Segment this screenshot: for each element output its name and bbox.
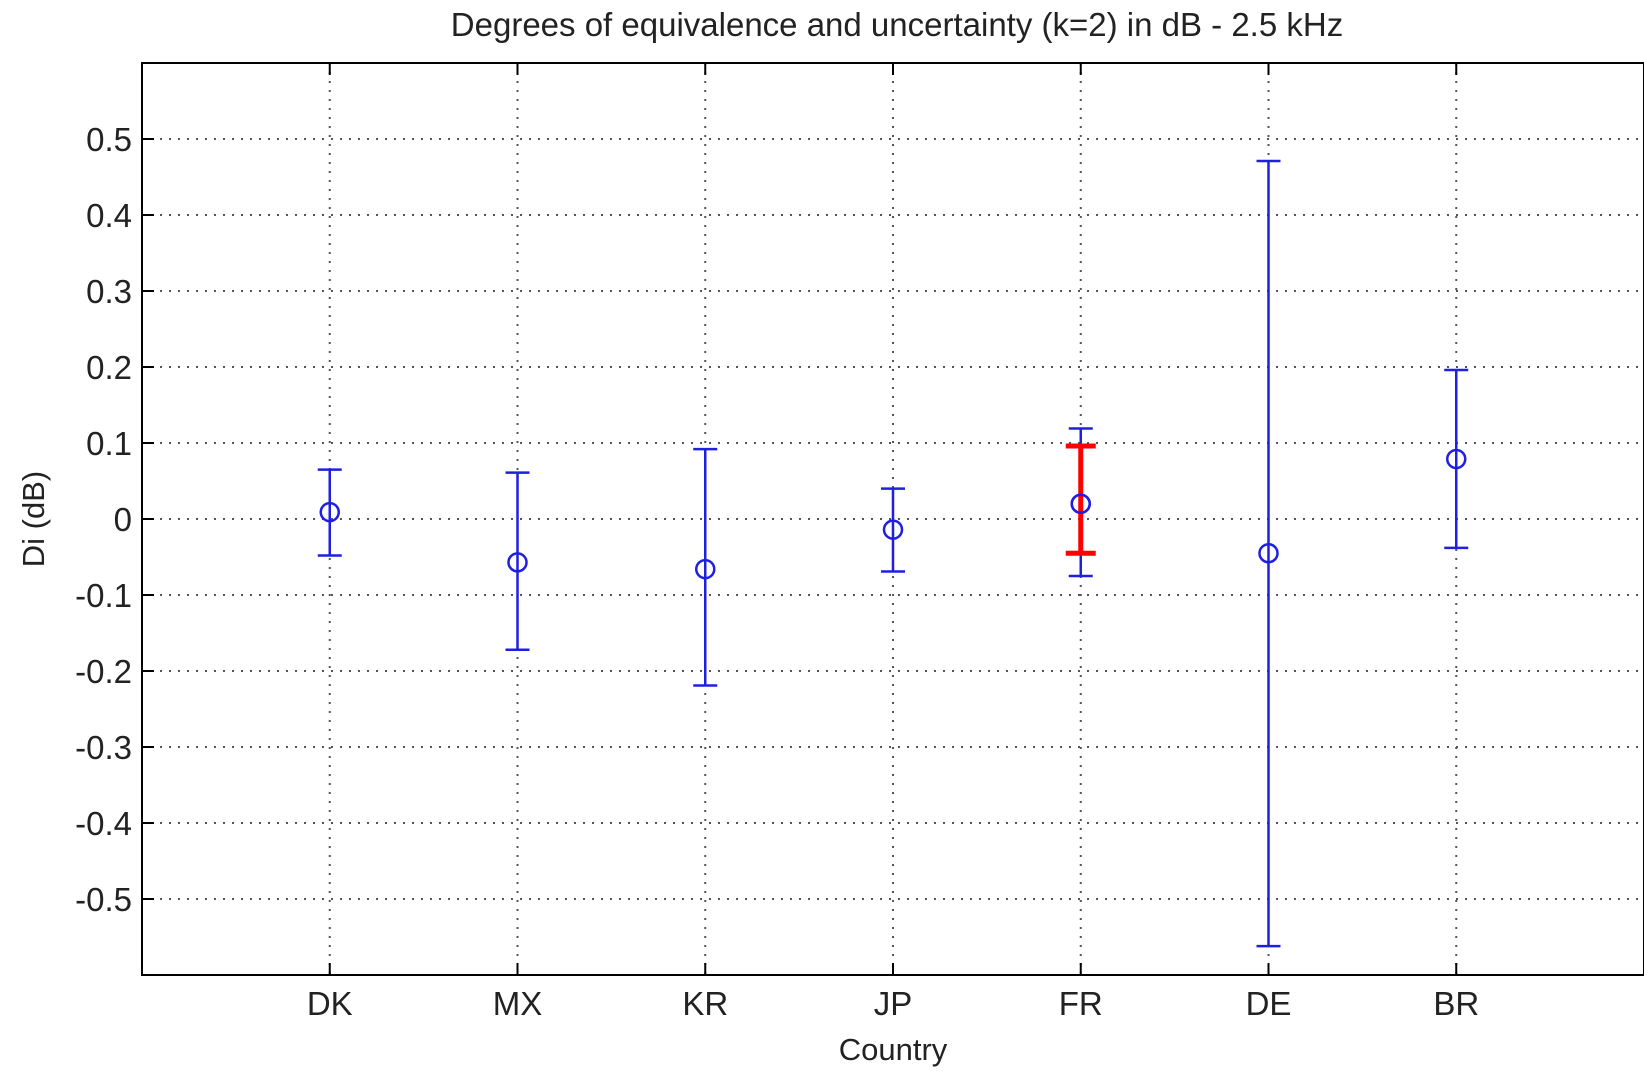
- x-tick-label: KR: [682, 985, 728, 1022]
- x-axis-label: Country: [839, 1032, 948, 1067]
- data-point: [1446, 448, 1467, 470]
- x-tick-label: FR: [1059, 985, 1103, 1022]
- y-tick-label: 0.2: [86, 349, 132, 386]
- data-point: [1258, 542, 1279, 564]
- y-tick-label: 0: [114, 501, 132, 538]
- y-tick-label: -0.1: [75, 577, 132, 614]
- errorbar-jp: [881, 487, 905, 573]
- chart-title: Degrees of equivalence and uncertainty (…: [451, 6, 1343, 43]
- series-layer: [317, 159, 1469, 948]
- y-tick-label: 0.1: [86, 425, 132, 462]
- y-tick-label: -0.2: [75, 653, 132, 690]
- y-tick-label: -0.3: [75, 729, 132, 766]
- x-tick-label: JP: [874, 985, 913, 1022]
- data-point: [319, 501, 340, 523]
- y-tick-label: 0.3: [86, 273, 132, 310]
- x-tick-label: BR: [1433, 985, 1479, 1022]
- data-point: [507, 552, 528, 573]
- y-tick-label: 0.4: [86, 197, 132, 234]
- data-point: [695, 558, 716, 580]
- errorbar-de: [1256, 159, 1281, 948]
- errorbar-mx: [505, 471, 530, 651]
- grid-lines: [142, 63, 1644, 975]
- x-tick-label: DK: [307, 985, 353, 1022]
- data-point: [882, 519, 904, 540]
- errorbar-kr: [693, 447, 718, 687]
- x-tick-label: MX: [493, 985, 543, 1022]
- y-tick-label: 0.5: [86, 121, 132, 158]
- x-tick-label: DE: [1246, 985, 1292, 1022]
- x-axis-ticks: DK MX KR JP FR DE BR: [307, 63, 1479, 1022]
- y-tick-label: -0.4: [75, 805, 132, 842]
- errorbar-br: [1444, 368, 1469, 550]
- data-point: [1070, 493, 1091, 515]
- highlight-interval-fr: [1065, 443, 1096, 556]
- y-axis-ticks: 0.5 0.4 0.3 0.2 0.1 0 -0.1 -0.2 -0.3 -0.4 -0.5: [75, 121, 154, 918]
- errorbar-dk: [317, 468, 342, 557]
- y-tick-label: -0.5: [75, 881, 132, 918]
- y-axis-label: Di (dB): [16, 471, 51, 567]
